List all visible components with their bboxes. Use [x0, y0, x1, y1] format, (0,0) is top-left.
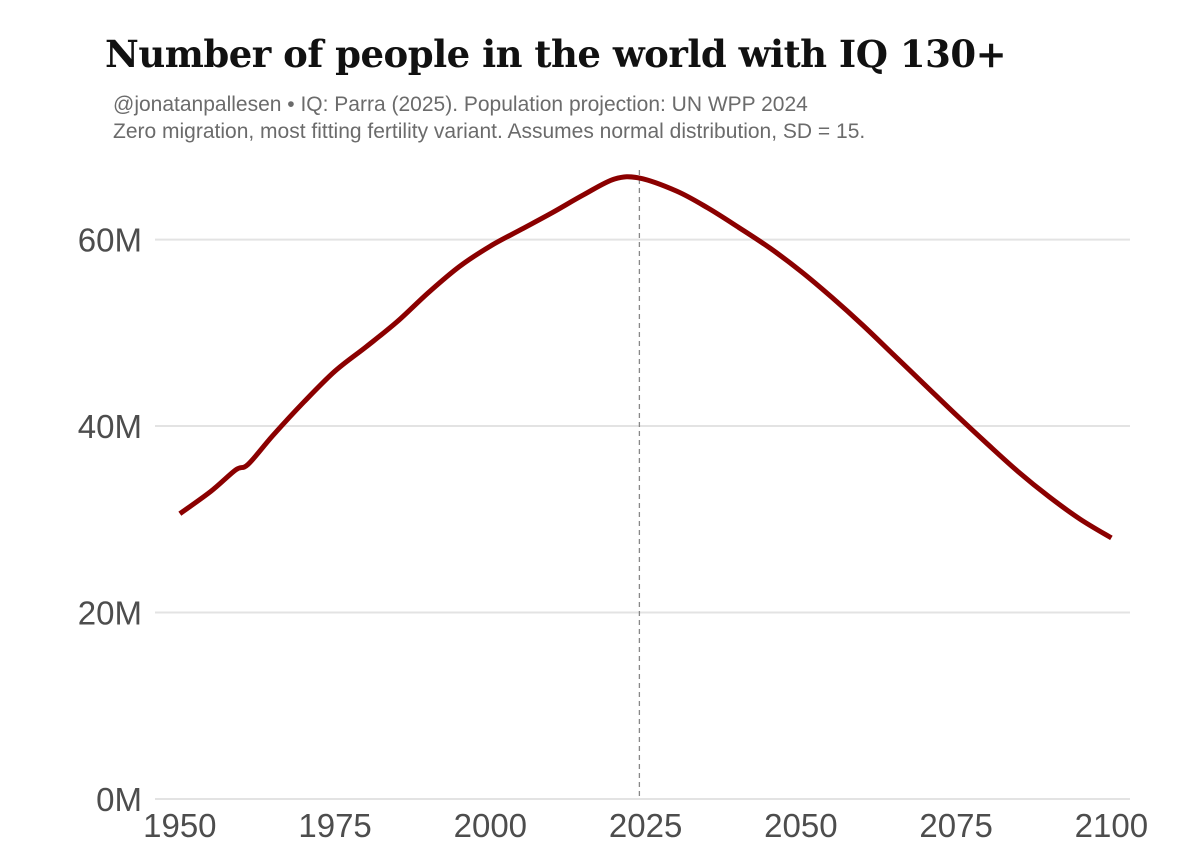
- chart-subtitle-line-2: Zero migration, most fitting fertility v…: [113, 120, 866, 143]
- y-tick-label: 0M: [96, 781, 142, 818]
- x-tick-label: 1950: [143, 807, 216, 844]
- series-group: [178, 174, 1113, 541]
- x-tick-label: 2000: [454, 807, 527, 844]
- x-tick-label: 2050: [764, 807, 837, 844]
- x-tick-label: 1975: [298, 807, 371, 844]
- y-axis: 0M 20M 40M 60M: [78, 222, 142, 818]
- x-tick-label: 2025: [609, 807, 682, 844]
- y-tick-label: 20M: [78, 595, 142, 632]
- x-axis: 1950 1975 2000 2025 2050 2075 2100: [143, 807, 1148, 844]
- x-tick-label: 2100: [1075, 807, 1148, 844]
- chart-title: Number of people in the world with IQ 13…: [105, 32, 1007, 76]
- gridlines: [155, 238, 1130, 800]
- y-tick-label: 40M: [78, 408, 142, 445]
- chart-subtitle-line-1: @jonatanpallesen • IQ: Parra (2025). Pop…: [113, 93, 808, 116]
- y-tick-label: 60M: [78, 222, 142, 259]
- x-tick-label: 2075: [919, 807, 992, 844]
- series-line-0: [178, 174, 1113, 541]
